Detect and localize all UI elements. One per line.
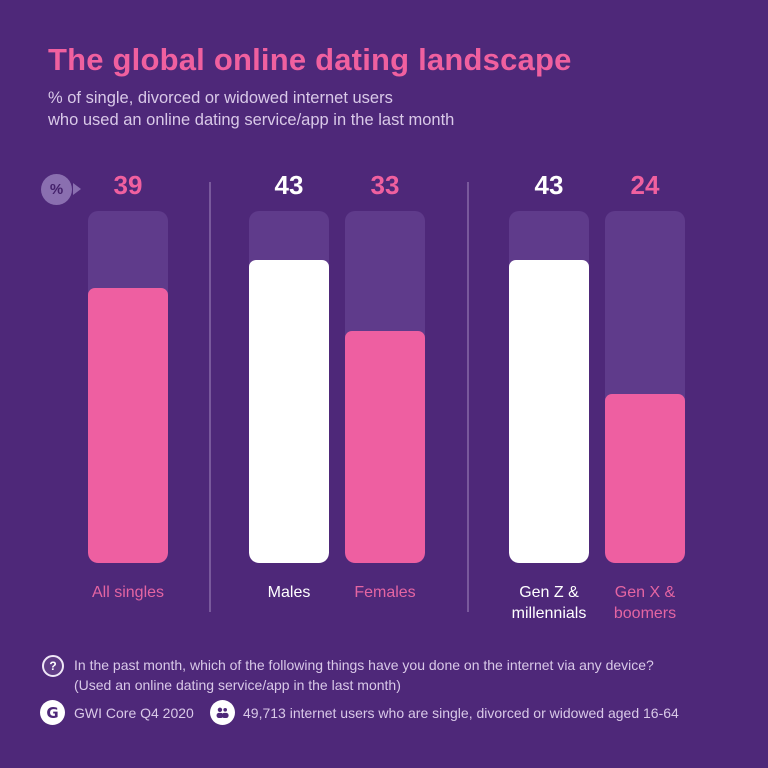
page-title: The global online dating landscape: [48, 42, 572, 77]
bar-fill: [249, 260, 329, 563]
bar-track: [249, 211, 329, 563]
percent-unit-badge: %: [41, 174, 72, 205]
bar-value: 43: [534, 170, 564, 200]
bar-value: 43: [274, 170, 304, 200]
people-icon: [210, 700, 235, 725]
gwi-logo-letter: G: [46, 703, 59, 722]
bar-value: 39: [113, 170, 143, 200]
two-people-glyph: [216, 707, 229, 719]
bar-track: [345, 211, 425, 563]
bar-fill: [345, 330, 425, 563]
bar-value: 24: [630, 170, 660, 200]
bar-fill: [605, 394, 685, 563]
bar-category-label: Gen Z & millennials: [511, 584, 587, 622]
group-divider-2: [467, 182, 469, 612]
survey-question-text: In the past month, which of the followin…: [74, 657, 654, 693]
bar-track: [509, 211, 589, 563]
bar-category-label: All singles: [91, 584, 165, 601]
source-label: GWI Core Q4 2020: [74, 705, 194, 721]
sample-size-label: 49,713 internet users who are single, di…: [243, 705, 679, 721]
bar-fill: [88, 288, 168, 563]
group-divider-1: [209, 182, 211, 612]
question-mark-glyph: ?: [49, 659, 57, 673]
bar-value: 33: [370, 170, 400, 200]
question-mark-icon: ?: [42, 655, 64, 677]
bar-track: [88, 211, 168, 563]
bar-category-label: Males: [267, 584, 311, 601]
bar-fill: [509, 260, 589, 563]
bar-category-label: Females: [354, 584, 416, 601]
gwi-logo-icon: G: [40, 700, 65, 725]
percent-icon: %: [49, 181, 64, 198]
bar-category-label: Gen X & boomers: [613, 584, 677, 622]
arrow-right-icon: [73, 183, 81, 195]
page-subtitle: % of single, divorced or widowed interne…: [48, 89, 455, 129]
bar-track: [605, 211, 685, 563]
